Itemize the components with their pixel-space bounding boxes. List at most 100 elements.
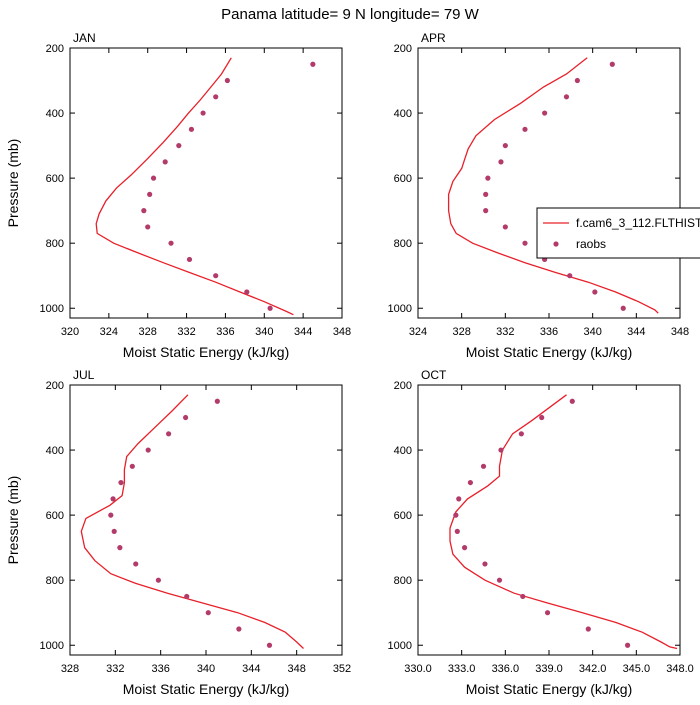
x-tick-label: 332 xyxy=(177,326,195,338)
figure-title: Panama latitude= 9 N longitude= 79 W xyxy=(221,6,480,23)
raobs-point xyxy=(480,463,487,469)
raobs-point xyxy=(522,240,528,246)
raobs-point xyxy=(502,142,508,149)
raobs-point xyxy=(188,126,195,132)
panel-oct: 330.0 333.0 336.0 339.0 342.0 345.0 348.0 200 40… xyxy=(388,368,694,697)
panel-label: JAN xyxy=(73,31,96,45)
raobs-point xyxy=(145,224,151,230)
x-tick-label: 336 xyxy=(151,663,169,675)
x-tick-label: 324 xyxy=(409,326,427,338)
y-tick-label: 600 xyxy=(394,173,412,185)
y-tick-label: 1000 xyxy=(388,640,412,652)
panel-label: APR xyxy=(421,31,446,45)
model-line xyxy=(95,57,294,316)
y-tick-label: 200 xyxy=(394,43,412,55)
raobs-point xyxy=(539,414,545,421)
panel-jan: 320 324 328 332 336 340 344 348 200 400 600 800 1000… xyxy=(5,31,351,360)
model-line xyxy=(447,57,659,314)
raobs-point xyxy=(213,273,219,279)
raobs-point xyxy=(496,577,503,583)
x-tick-label: 340 xyxy=(255,326,273,338)
x-axis-label: Moist Static Energy (kJ/kg) xyxy=(123,681,290,697)
x-tick-label: 342.0 xyxy=(579,663,607,675)
raobs-point xyxy=(133,561,139,567)
x-tick-label: 348 xyxy=(333,326,351,338)
raobs-point xyxy=(184,593,190,600)
x-tick-label: 348 xyxy=(287,663,305,675)
raobs-point xyxy=(166,431,172,437)
y-tick-label: 600 xyxy=(394,510,412,522)
x-tick-label: 320 xyxy=(61,326,79,338)
legend-dot-swatch xyxy=(553,241,559,247)
raobs-point xyxy=(110,496,116,502)
x-tick-label: 344 xyxy=(627,326,645,338)
raobs-point xyxy=(214,398,220,404)
y-tick-label: 800 xyxy=(394,575,412,587)
raobs-point xyxy=(162,159,168,165)
model-line xyxy=(80,394,304,649)
raobs-point xyxy=(111,528,117,534)
raobs-point xyxy=(518,431,524,437)
raobs-point xyxy=(176,142,182,149)
x-tick-label: 344 xyxy=(242,663,260,675)
raobs-point xyxy=(569,398,575,404)
x-axis-label: Moist Static Energy (kJ/kg) xyxy=(466,681,633,697)
y-tick-label: 1000 xyxy=(388,303,412,315)
raobs-point xyxy=(592,289,598,295)
raobs-point xyxy=(544,610,551,616)
x-tick-label: 333.0 xyxy=(448,663,476,675)
y-tick-label: 200 xyxy=(394,380,412,392)
raobs-point xyxy=(483,208,489,214)
x-tick-label: 324 xyxy=(100,326,118,338)
raobs-point xyxy=(498,159,504,165)
raobs-point xyxy=(456,496,462,502)
model-line xyxy=(449,394,678,650)
raobs-point xyxy=(310,61,316,67)
raobs-point xyxy=(522,126,528,132)
raobs-point xyxy=(141,208,147,214)
panel-label: JUL xyxy=(73,368,95,382)
raobs-point xyxy=(453,512,459,518)
raobs-point xyxy=(200,110,206,116)
y-tick-label: 1000 xyxy=(40,640,64,652)
raobs-point xyxy=(213,94,219,100)
raobs-point xyxy=(502,224,508,230)
raobs-point xyxy=(267,305,273,311)
x-tick-label: 330.0 xyxy=(404,663,432,675)
x-tick-label: 336.0 xyxy=(492,663,520,675)
x-axis-label: Moist Static Energy (kJ/kg) xyxy=(123,344,290,360)
raobs-point xyxy=(145,447,151,453)
chart-panels: 320 324 328 332 336 340 344 348 200 400 600 800 1000… xyxy=(5,31,694,697)
x-tick-label: 348.0 xyxy=(666,663,694,675)
raobs-point xyxy=(155,577,161,583)
raobs-point xyxy=(520,593,526,600)
raobs-point xyxy=(542,110,548,116)
raobs-point xyxy=(150,175,157,181)
y-tick-label: 400 xyxy=(394,445,412,457)
legend-obs-label: raobs xyxy=(576,237,606,251)
x-tick-label: 340 xyxy=(197,663,215,675)
x-tick-label: 340 xyxy=(583,326,601,338)
panel-apr: 324 328 332 336 340 344 348 200 400 600 800 1000 APR… xyxy=(388,31,690,360)
panel-jul: 328 332 336 340 344 348 352 200 400 600 800 1000 JUL… xyxy=(5,368,351,697)
y-tick-label: 600 xyxy=(46,510,64,522)
x-tick-label: 352 xyxy=(333,663,351,675)
y-tick-label: 1000 xyxy=(40,303,64,315)
raobs-point xyxy=(205,610,211,616)
legend-model-label: f.cam6_3_112.FLTHIST xyxy=(576,216,700,230)
raobs-point xyxy=(183,414,189,421)
raobs-point xyxy=(224,77,230,84)
x-tick-label: 332 xyxy=(496,326,514,338)
raobs-point xyxy=(168,240,174,246)
raobs-point xyxy=(483,191,489,197)
y-tick-label: 200 xyxy=(46,380,64,392)
raobs-point xyxy=(567,273,573,279)
y-tick-label: 800 xyxy=(46,238,64,250)
raobs-point xyxy=(186,256,193,263)
y-tick-label: 800 xyxy=(46,575,64,587)
y-tick-label: 600 xyxy=(46,173,64,185)
y-tick-label: 800 xyxy=(394,238,412,250)
raobs-point xyxy=(236,626,242,632)
raobs-point xyxy=(108,512,114,518)
